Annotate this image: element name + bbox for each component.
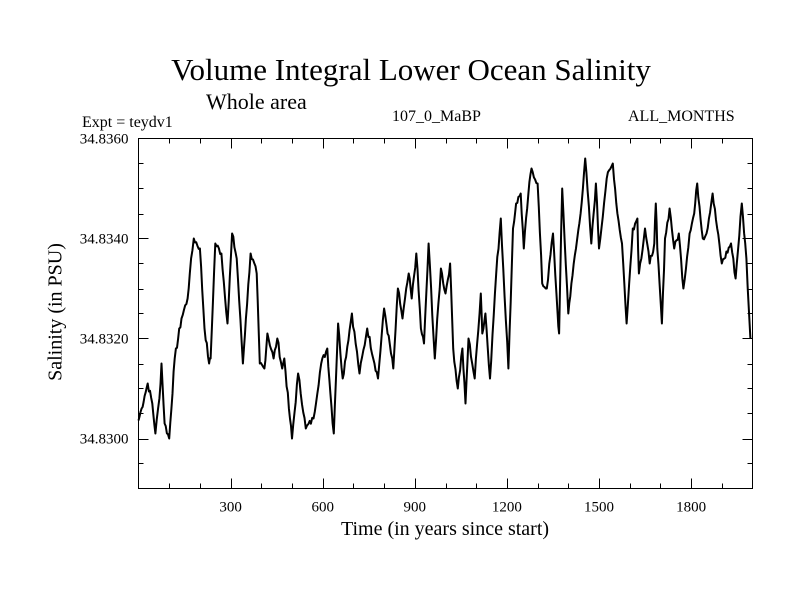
tick-labels: 300 600 900 1200 1500 1800 34.8300 34.8320 34.83…	[80, 132, 706, 516]
chart-title: Volume Integral Lower Ocean Salinity	[171, 52, 651, 87]
x-tick-label: 1200	[492, 500, 522, 516]
months-label: ALL_MONTHS	[628, 108, 735, 125]
x-tick-label: 1500	[584, 500, 614, 516]
x-tick-label: 600	[311, 500, 334, 516]
x-tick-label: 900	[404, 500, 427, 516]
period-label: 107_0_MaBP	[392, 108, 481, 125]
x-tick-label: 300	[219, 500, 242, 516]
x-axis-label: Time (in years since start)	[340, 518, 550, 540]
y-tick-label: 34.8300	[80, 432, 129, 448]
y-tick-label: 34.8340	[80, 232, 129, 248]
y-tick-label: 34.8320	[80, 332, 129, 348]
axis-ticks	[138, 138, 753, 489]
x-tick-label: 1800	[676, 500, 706, 516]
plot-frame	[138, 138, 753, 489]
series-line-salinity	[137, 157, 752, 440]
y-tick-label: 34.8360	[80, 132, 129, 148]
chart-subtitle: Whole area	[206, 89, 307, 114]
experiment-label: Expt = teydv1	[82, 114, 173, 131]
